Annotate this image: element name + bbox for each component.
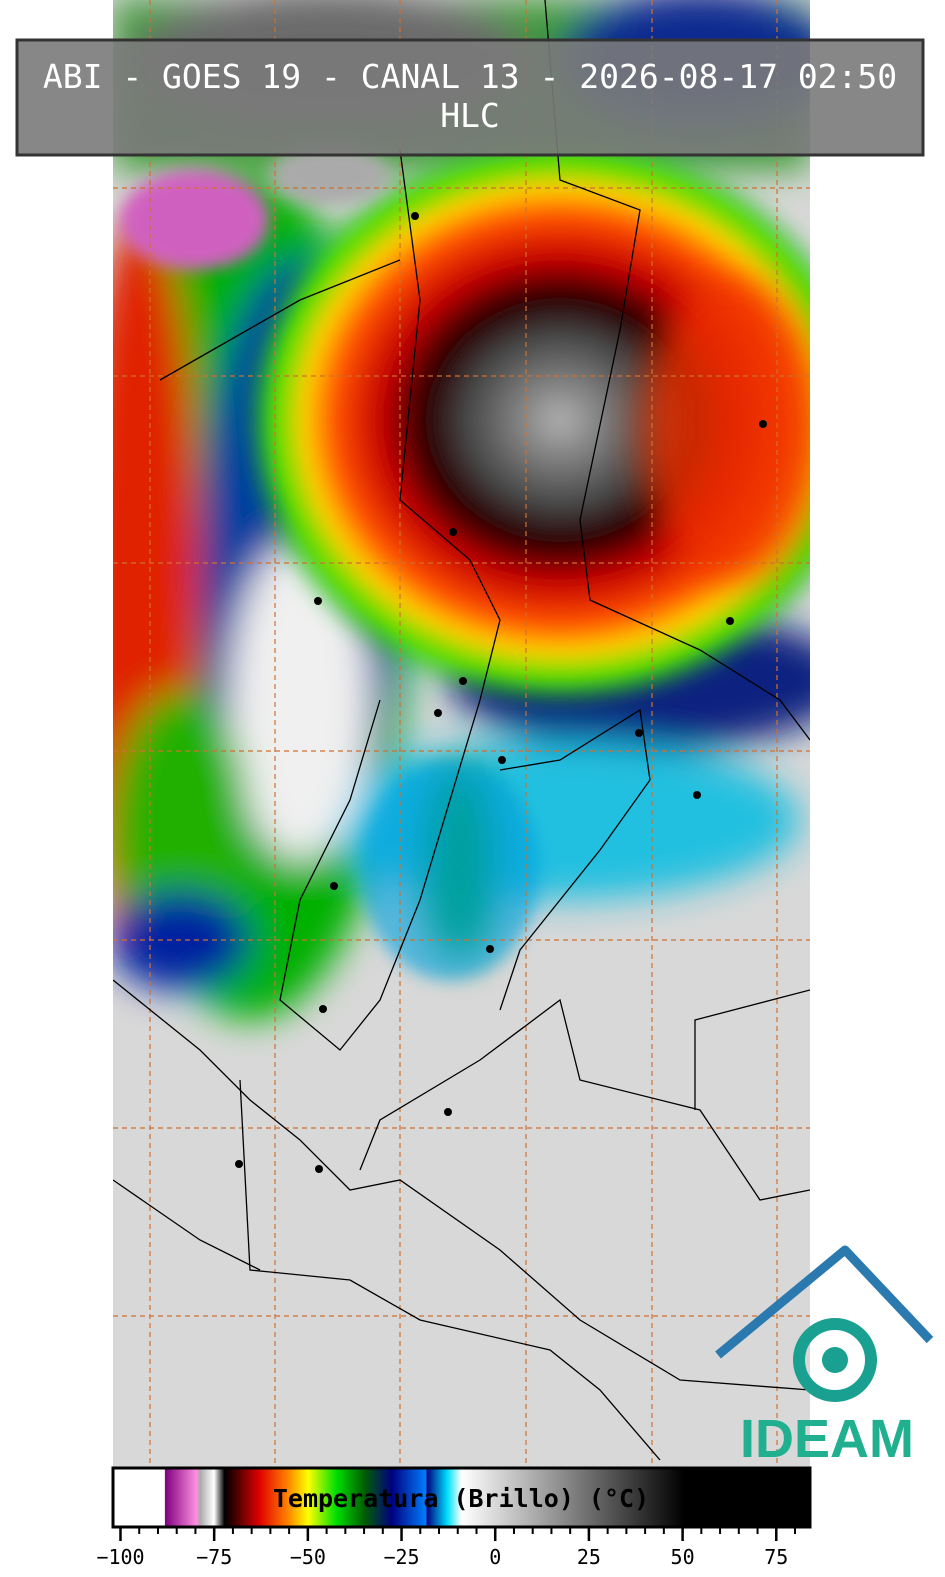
borders (113, 0, 810, 1461)
tick-label: 0 (489, 1545, 501, 1569)
tick-label: −25 (383, 1545, 419, 1569)
satellite-image (113, 0, 810, 1467)
tick-label: −75 (196, 1545, 232, 1569)
cities (235, 212, 767, 1173)
colorbar-label: Temperatura (Brillo) (°C) (273, 1484, 649, 1513)
tick-label: −50 (290, 1545, 326, 1569)
tick-label: 75 (764, 1545, 788, 1569)
tick-label: 50 (671, 1545, 695, 1569)
subtitle: HLC (440, 96, 500, 135)
colorbar (111, 1466, 812, 1529)
ideam-logo: IDEAM (715, 1245, 934, 1469)
tick-label: −100 (96, 1545, 144, 1569)
tick-label: 25 (577, 1545, 601, 1569)
graticule (113, 0, 810, 1467)
logo-text: IDEAM (740, 1409, 914, 1469)
title: ABI - GOES 19 - CANAL 13 - 2026-08-17 02… (43, 57, 897, 96)
title-box (15, 38, 925, 157)
